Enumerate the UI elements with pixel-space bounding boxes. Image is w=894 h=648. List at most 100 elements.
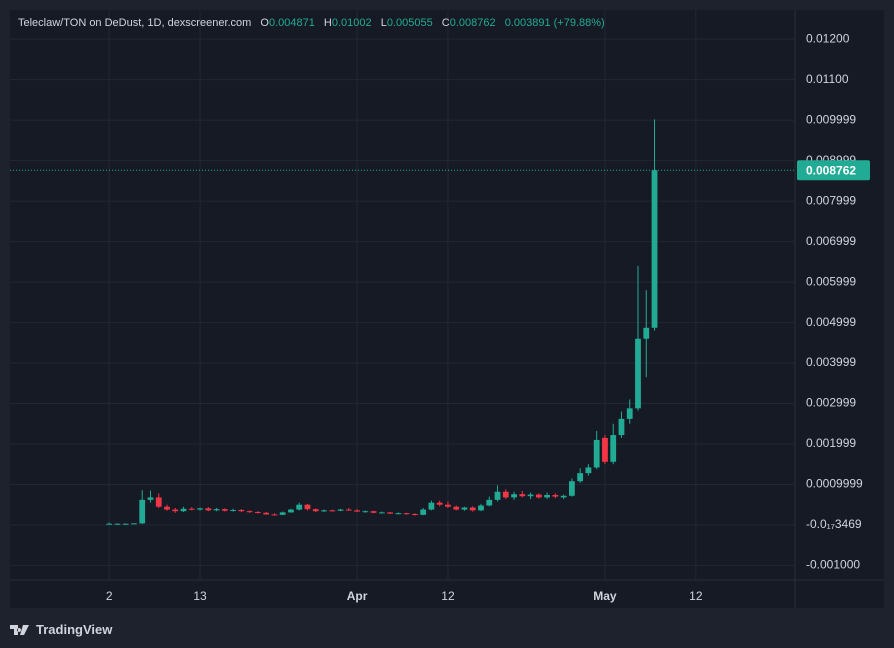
symbol: Teleclaw/TON on DeDust, 1D, dexscreener.…	[18, 17, 252, 29]
y-tick-label: 0.007999	[806, 193, 856, 207]
candle-body	[527, 494, 534, 497]
footer[interactable]: TradingView	[10, 622, 112, 637]
x-tick-label: 13	[193, 589, 207, 603]
candle-body	[304, 504, 311, 510]
candle-body	[213, 509, 220, 511]
candle-body	[263, 512, 270, 515]
candle-body	[238, 509, 245, 512]
x-tick-label: 2	[106, 589, 113, 603]
candle-body	[478, 505, 484, 511]
candle-body	[255, 511, 261, 513]
candle-body	[271, 514, 278, 516]
y-tick-label: 0.0009999	[806, 477, 863, 491]
candle-body	[428, 502, 435, 510]
candle-body	[172, 509, 179, 512]
candle-body	[610, 435, 617, 462]
candle-body	[494, 491, 501, 500]
brand: TradingView	[36, 622, 113, 637]
candle-body	[205, 508, 212, 511]
y-tick-label: 0.01100	[806, 72, 849, 86]
candle-body	[618, 418, 625, 436]
x-tick-label: 12	[441, 589, 455, 603]
candle-body	[469, 507, 476, 511]
candle-body	[378, 512, 385, 514]
l-value: 0.005055	[386, 17, 433, 29]
candle-body	[403, 513, 410, 515]
candle-body	[370, 511, 377, 513]
candle-body	[436, 502, 443, 505]
c-label: C	[441, 17, 450, 29]
y-tick-label: 0.01200	[806, 31, 850, 45]
x-tick-label: 12	[689, 589, 703, 603]
candle-body	[560, 495, 567, 498]
candle-body	[296, 504, 303, 510]
candle-body	[354, 510, 360, 512]
h-value: 0.01002	[331, 17, 372, 29]
chart-panel	[10, 10, 884, 608]
candle-body	[106, 523, 113, 525]
candle-body	[569, 481, 575, 496]
candle-body	[321, 510, 327, 512]
chart: 0.012000.011000.0099990.0089990.0079990.…	[10, 10, 884, 608]
candle-body	[139, 499, 146, 524]
candle-body	[420, 509, 427, 515]
candle-body	[552, 494, 559, 497]
l-label: L	[380, 17, 387, 29]
y-tick-label: 0.001999	[806, 436, 856, 450]
o-value: 0.004871	[268, 17, 315, 29]
candle-body	[279, 512, 286, 515]
candle-body	[312, 509, 319, 512]
y-tick-label: 0.005999	[806, 274, 856, 288]
candle-body	[445, 504, 451, 507]
last-price-label: 0.008762	[806, 163, 856, 177]
candle-body	[511, 494, 517, 498]
brand-logo	[10, 624, 29, 635]
candle-body	[643, 327, 650, 339]
candle-body	[544, 494, 550, 498]
candle-body	[337, 509, 344, 511]
candle-body	[188, 508, 195, 510]
candle-body	[486, 499, 493, 506]
candle-body	[593, 439, 600, 468]
x-tick-label: Apr	[347, 589, 368, 603]
candle-body	[395, 513, 402, 515]
x-tick-label: May	[593, 589, 617, 603]
change-pct: (+79.88%)	[553, 17, 605, 29]
candle-body	[147, 497, 154, 500]
candle-body	[387, 512, 393, 514]
candle-body	[197, 508, 203, 510]
h-label: H	[323, 17, 332, 29]
candle-body	[329, 510, 336, 512]
candle-body	[345, 509, 352, 511]
candle-body	[635, 338, 641, 409]
candle-body	[114, 523, 121, 525]
candle-body	[651, 170, 658, 328]
y-tick-label: 0.009999	[806, 112, 856, 126]
candle-body	[519, 494, 526, 497]
y-tick-label: -0.0₁₇3469	[806, 517, 862, 531]
candle-body	[180, 508, 187, 512]
candle-body	[577, 473, 584, 482]
candle-body	[626, 408, 633, 419]
y-tick-label: 0.002999	[806, 396, 856, 410]
o-label: O	[260, 17, 269, 29]
candle-body	[155, 497, 162, 507]
candle-body	[602, 437, 608, 462]
candle-body	[585, 467, 592, 474]
last-price-box	[797, 160, 870, 181]
y-tick-label: 0.006999	[806, 234, 856, 248]
c-value: 0.008762	[449, 17, 496, 29]
candle-body	[164, 506, 170, 510]
y-tick-label: -0.001000	[806, 558, 860, 572]
candle-body	[362, 511, 369, 513]
candle-body	[246, 511, 253, 513]
change: 0.003891	[504, 17, 551, 29]
candle-body	[412, 514, 418, 516]
candle-body	[221, 509, 228, 511]
candle-body	[535, 494, 542, 498]
y-tick-label: 0.004999	[806, 315, 856, 329]
candle-body	[461, 507, 468, 510]
candle-body	[122, 523, 129, 525]
candle-body	[230, 509, 236, 511]
